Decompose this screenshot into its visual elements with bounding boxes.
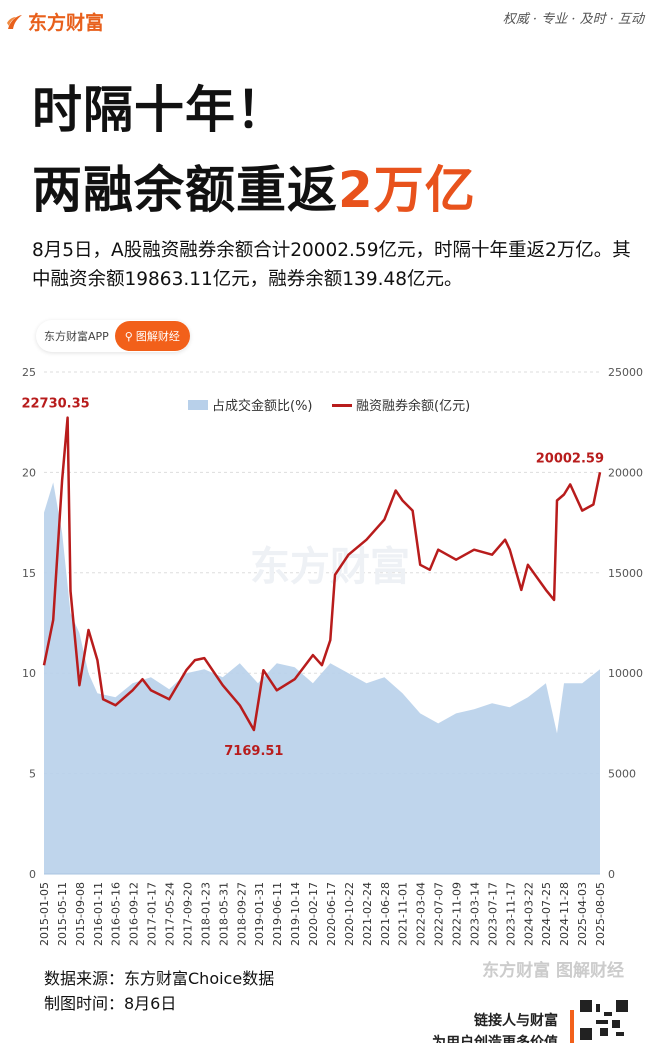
y-right-tick: 20000 (608, 466, 643, 479)
x-tick: 2024-07-25 (540, 882, 553, 946)
app-pill[interactable]: 东方财富APP ⚲ 图解财经 (36, 320, 190, 352)
x-tick: 2022-07-07 (433, 882, 446, 946)
x-tick: 2020-10-22 (343, 882, 356, 946)
search-button-label: 图解财经 (135, 330, 180, 343)
x-tick: 2019-06-11 (271, 882, 284, 946)
x-tick: 2015-09-08 (74, 882, 87, 946)
y-left-tick: 15 (22, 567, 36, 580)
x-tick: 2020-02-17 (307, 882, 320, 946)
x-tick: 2017-05-24 (164, 882, 177, 946)
y-left-tick: 0 (29, 868, 36, 881)
search-button[interactable]: ⚲ 图解财经 (114, 321, 190, 351)
tagline-1: 链接人与财富 (474, 1013, 558, 1029)
x-tick: 2015-05-11 (56, 882, 69, 946)
x-tick: 2025-04-03 (576, 882, 589, 946)
search-icon: ⚲ (124, 329, 133, 343)
x-tick: 2023-11-17 (504, 882, 517, 946)
headline-accent: 2万亿 (338, 161, 476, 219)
x-tick: 2024-03-22 (522, 882, 535, 946)
data-source: 数据来源：东方财富Choice数据 (44, 969, 275, 988)
x-tick: 2019-10-14 (289, 882, 302, 946)
y-left-tick: 10 (22, 667, 36, 680)
flame-icon (7, 14, 22, 29)
x-tick: 2021-11-01 (397, 882, 410, 946)
tagline-2: 为用户创造更多价值 (432, 1035, 558, 1043)
x-tick: 2016-01-11 (92, 882, 105, 946)
x-tick: 2024-11-28 (558, 882, 571, 946)
legend-line-label: 融资融券余额(亿元) (356, 398, 470, 414)
y-right-tick: 0 (608, 868, 615, 881)
y-right-tick: 5000 (608, 768, 636, 781)
legend-area-swatch (188, 400, 208, 410)
area-series (44, 482, 600, 874)
x-tick: 2025-08-05 (594, 882, 607, 946)
brand-name: 东方财富 (28, 12, 105, 34)
app-label: 东方财富APP (44, 330, 109, 343)
description: 8月5日，A股融资融券余额合计20002.59亿元，时隔十年重返2万亿。其中融资… (32, 240, 631, 290)
headline-line1: 时隔十年！ (32, 81, 287, 139)
brand-logo: 东方财富 (6, 8, 104, 35)
x-tick: 2018-05-31 (217, 882, 230, 946)
data-label: 20002.59 (536, 451, 604, 466)
qr-code[interactable] (580, 1000, 628, 1040)
y-right-tick: 10000 (608, 667, 643, 680)
y-left-tick: 25 (22, 366, 36, 379)
data-label: 7169.51 (224, 744, 283, 759)
x-tick: 2022-03-04 (415, 882, 428, 946)
x-tick: 2016-09-12 (128, 882, 141, 946)
line-series (42, 416, 602, 732)
y-right-tick: 25000 (608, 366, 643, 379)
legend-area-label: 占成交金额比(%) (212, 398, 313, 414)
chart-date: 制图时间：8月6日 (44, 994, 177, 1013)
y-left-tick: 5 (29, 768, 36, 781)
x-tick: 2018-09-27 (235, 882, 248, 946)
x-tick: 2022-11-09 (451, 882, 464, 946)
chart: 0 5 10 15 20 25 0 5000 10000 15000 20000 25000 东方财富 2… (21, 366, 643, 946)
x-tick: 2018-01-23 (199, 882, 212, 946)
chart-watermark: 东方财富 (250, 544, 410, 590)
footer-tagline: 链接人与财富为用户创造更多价值 (432, 1010, 558, 1043)
x-tick: 2021-06-28 (379, 882, 392, 946)
x-tick: 2015-01-05 (38, 882, 51, 946)
legend-line-swatch (332, 404, 352, 407)
slogan: 权威 · 专业 · 及时 · 互动 (502, 12, 644, 27)
x-tick: 2020-06-17 (325, 882, 338, 946)
y-right-tick: 15000 (608, 567, 643, 580)
headline-prefix: 两融余额重返 (32, 161, 338, 219)
x-tick: 2019-01-31 (253, 882, 266, 946)
x-tick: 2023-07-17 (486, 882, 499, 946)
footer-info: 数据来源：东方财富Choice数据 制图时间：8月6日 (44, 966, 274, 1016)
footer-watermark: 东方财富 图解财经 (482, 961, 624, 981)
x-tick: 2017-01-17 (146, 882, 159, 946)
x-tick: 2023-03-14 (468, 882, 481, 946)
x-tick: 2021-02-24 (361, 882, 374, 946)
x-tick: 2016-05-16 (110, 882, 123, 946)
data-label: 22730.35 (21, 397, 89, 412)
y-left-tick: 20 (22, 466, 36, 479)
x-tick: 2017-09-20 (181, 882, 194, 946)
accent-bar (570, 1010, 574, 1043)
headline-line2: 两融余额重返2万亿 (32, 150, 476, 222)
